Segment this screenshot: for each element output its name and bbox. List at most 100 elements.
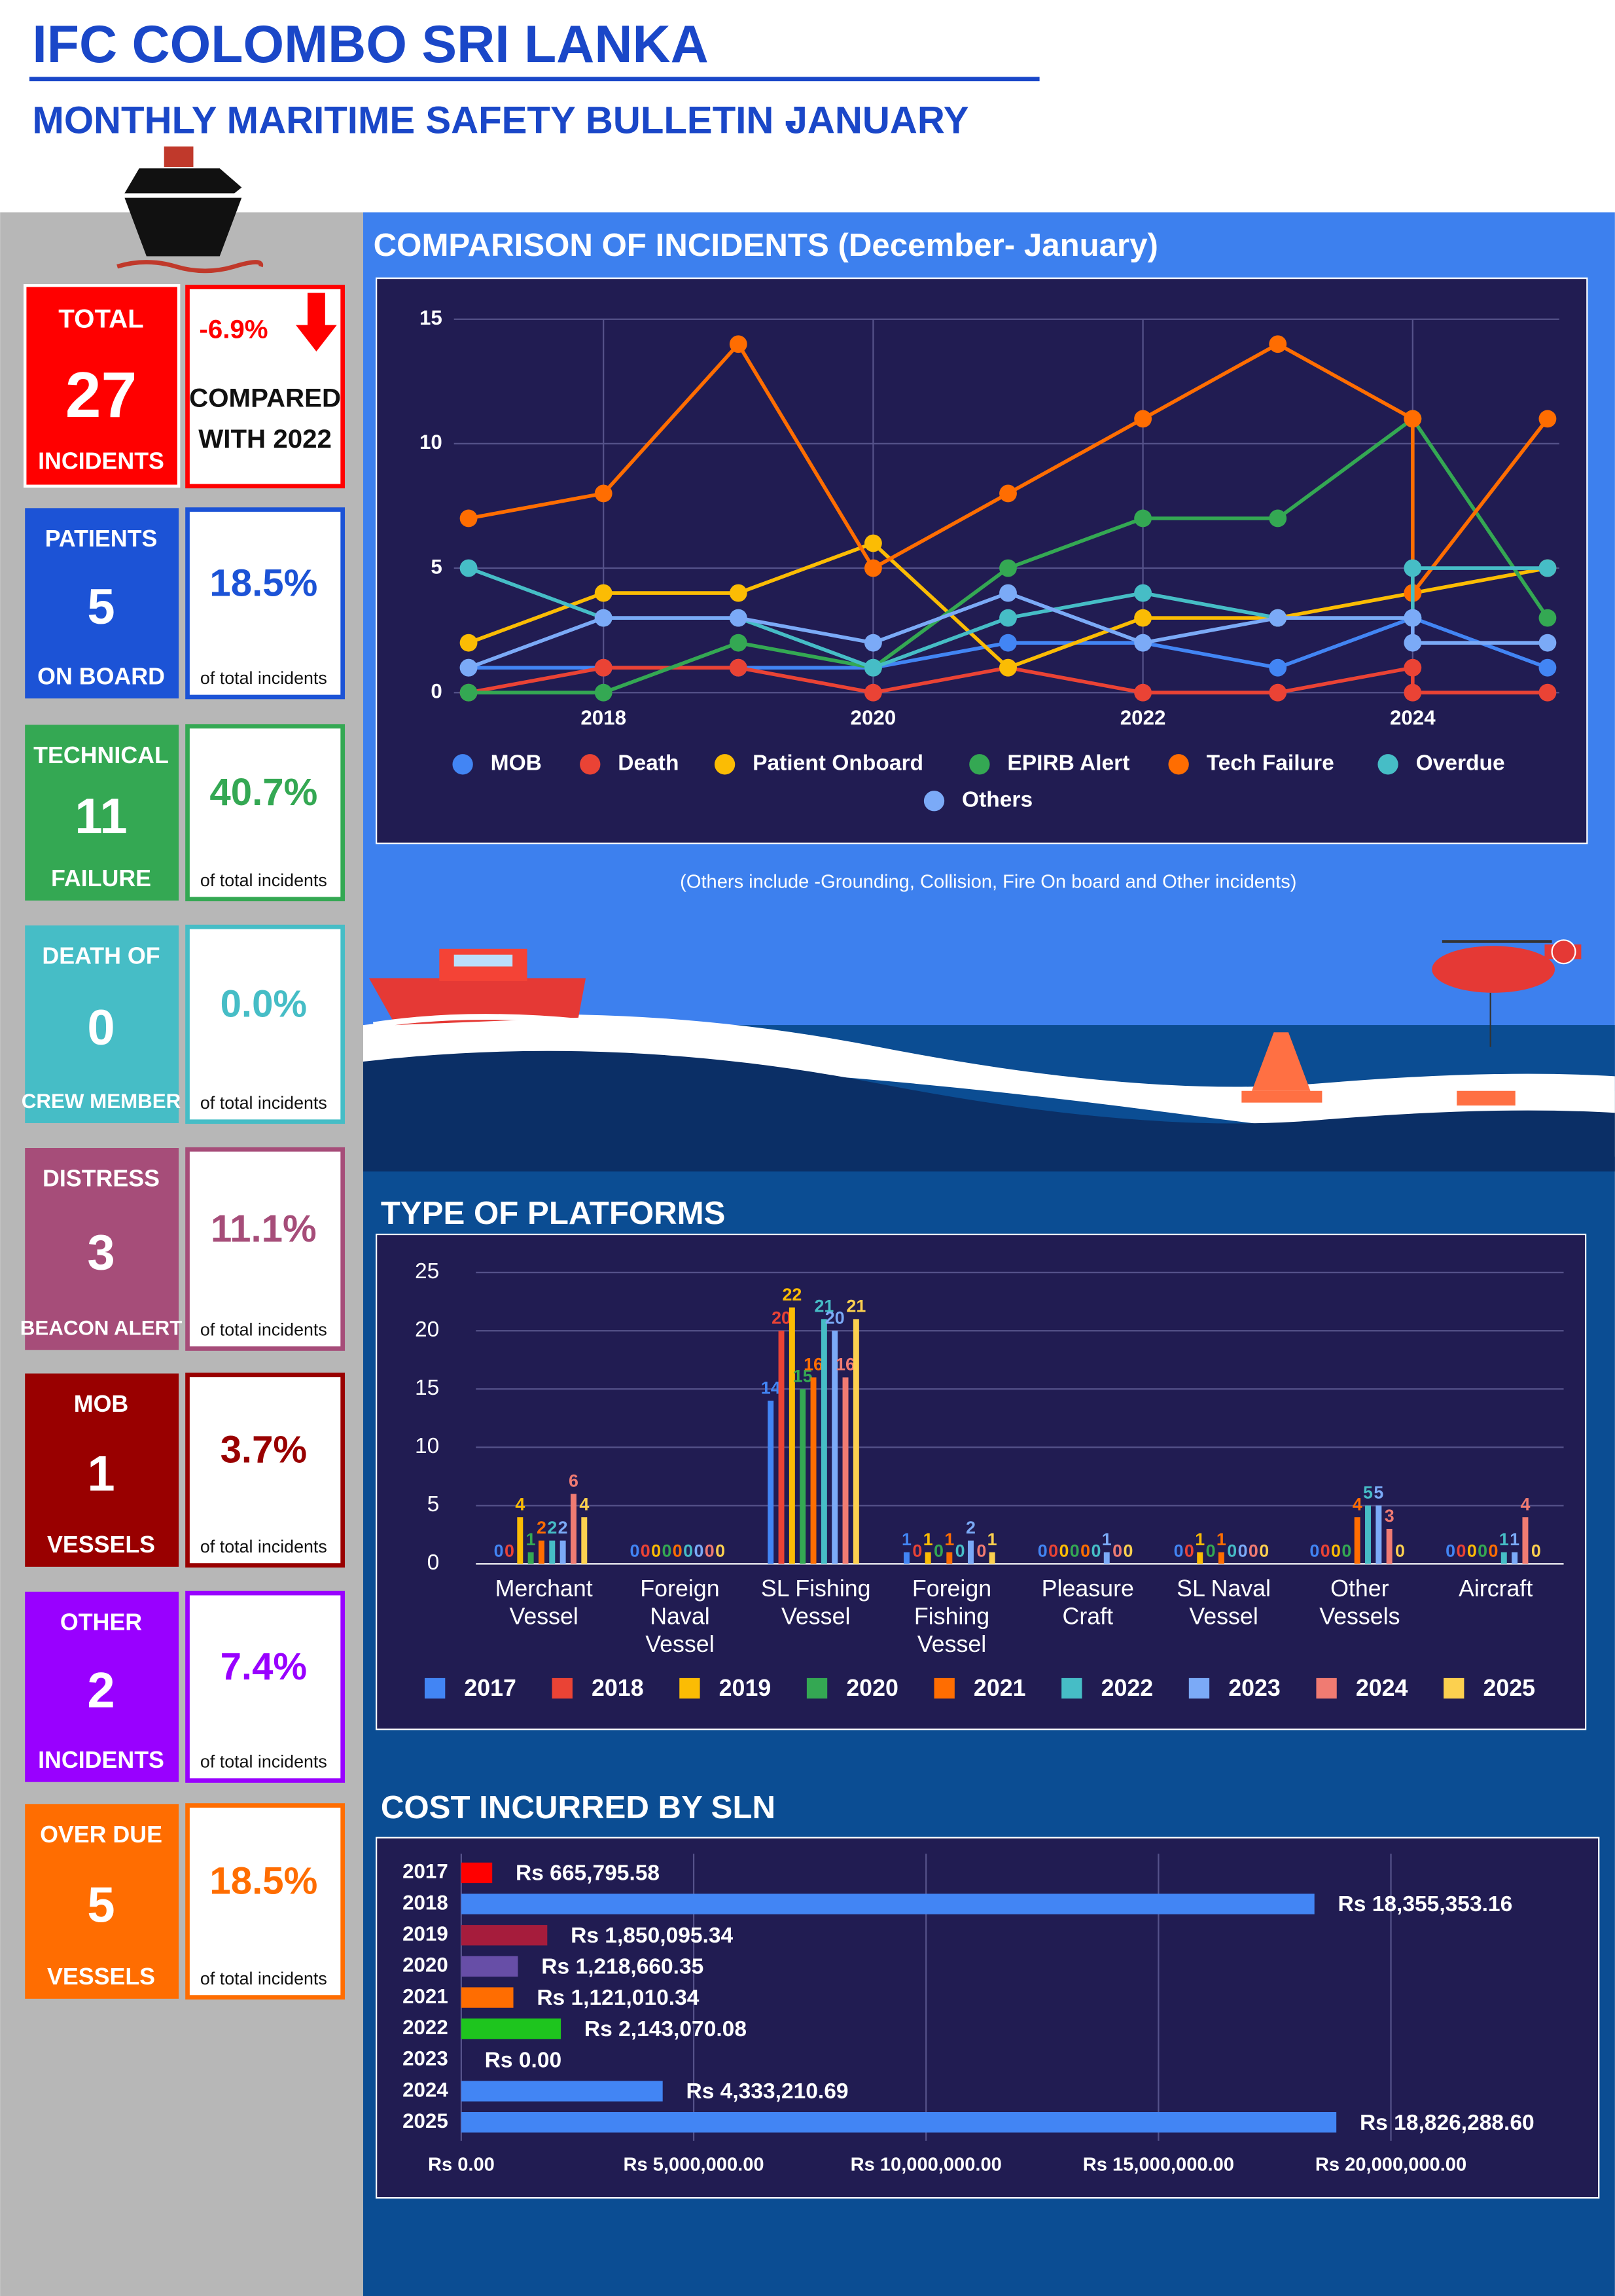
value-label: 0 xyxy=(1227,1541,1237,1561)
stat-card xyxy=(25,1591,179,1782)
card-note: of total incidents xyxy=(200,1320,327,1340)
y-tick-label: 2024 xyxy=(402,2078,448,2101)
card-top: PATIENTS xyxy=(45,526,158,552)
value-label: 0 xyxy=(1341,1541,1351,1561)
y-tick-label: 25 xyxy=(415,1259,439,1283)
legend-label: Death xyxy=(618,751,679,776)
y-tick-label: 2023 xyxy=(402,2047,448,2070)
x-tick-label: Vessel xyxy=(781,1604,850,1630)
card-top: DISTRESS xyxy=(43,1166,160,1192)
value-label: 0 xyxy=(1467,1541,1477,1561)
point xyxy=(1538,658,1557,677)
bar xyxy=(1354,1517,1360,1564)
value-label: 20 xyxy=(825,1308,845,1327)
y-tick-label: 2025 xyxy=(402,2109,448,2132)
y-tick-label: 2022 xyxy=(402,2016,448,2039)
value-label: 1 xyxy=(902,1530,912,1549)
card-percent: 40.7% xyxy=(209,771,317,814)
bar xyxy=(821,1319,827,1564)
value-label: 0 xyxy=(705,1541,715,1561)
value-label: 2 xyxy=(537,1518,546,1537)
legend-label: Overdue xyxy=(1416,751,1505,776)
legend-swatch xyxy=(714,754,736,775)
point xyxy=(594,609,612,627)
point xyxy=(729,609,747,627)
value-label: 0 xyxy=(494,1541,504,1561)
value-label: 0 xyxy=(1091,1541,1101,1561)
wave-dark xyxy=(363,1050,1615,1172)
line-chart-panel xyxy=(376,277,1588,844)
value-label: 0 xyxy=(1238,1541,1248,1561)
value-label: 0 xyxy=(641,1541,650,1561)
value-label: 0 xyxy=(955,1541,965,1561)
stat-card xyxy=(25,508,179,699)
point xyxy=(594,683,612,702)
value-label: 0 xyxy=(1478,1541,1487,1561)
stat-card xyxy=(25,925,179,1123)
value-label: 0 xyxy=(1395,1541,1405,1561)
subtitle: MONTHLY MARITIME SAFETY BULLETIN - xyxy=(32,99,797,141)
card-note: of total incidents xyxy=(200,1537,327,1556)
value-label: 1 xyxy=(923,1530,933,1549)
value-label: 0 xyxy=(1123,1541,1133,1561)
point xyxy=(1538,559,1557,577)
card-note: of total incidents xyxy=(200,1752,327,1772)
point xyxy=(729,634,747,652)
percent-card xyxy=(185,1590,346,1783)
legend-label: Others xyxy=(962,788,1033,812)
point xyxy=(594,658,612,677)
x-tick-label: Other xyxy=(1330,1575,1389,1602)
value-label: 0 xyxy=(1038,1541,1048,1561)
total-card xyxy=(23,284,181,488)
point xyxy=(729,584,747,602)
point xyxy=(999,658,1017,677)
x-tick-label: Craft xyxy=(1063,1604,1114,1630)
card-top: MOB xyxy=(74,1391,128,1417)
y-tick-label: 20 xyxy=(415,1318,439,1342)
value-label: 0 xyxy=(934,1541,944,1561)
y-tick-label: 2021 xyxy=(402,1984,448,2007)
value-label: 0 xyxy=(1080,1541,1090,1561)
value-label: Rs 665,795.58 xyxy=(516,1861,660,1886)
value-label: 1 xyxy=(1499,1530,1509,1549)
point xyxy=(1134,609,1152,627)
value-label: 0 xyxy=(1321,1541,1330,1561)
value-label: Rs 1,850,095.34 xyxy=(571,1924,733,1948)
bar xyxy=(1103,1552,1110,1564)
y-tick-label: 10 xyxy=(415,1434,439,1458)
value-label: 3 xyxy=(1385,1506,1394,1526)
value-label: 0 xyxy=(1331,1541,1341,1561)
value-label: 0 xyxy=(1249,1541,1258,1561)
compare-text: WITH 2022 xyxy=(198,424,332,454)
bar xyxy=(461,1893,1315,1914)
point xyxy=(459,634,478,652)
card-bottom: VESSELS xyxy=(47,1532,155,1558)
percent-card xyxy=(185,724,346,902)
bar xyxy=(1500,1552,1507,1564)
value-label: Rs 0.00 xyxy=(485,2048,562,2072)
down-arrow xyxy=(296,293,337,351)
value-label: 0 xyxy=(683,1541,693,1561)
value-label: Rs 2,143,070.08 xyxy=(584,2017,747,2041)
value-label: 0 xyxy=(1309,1541,1319,1561)
legend-swatch xyxy=(552,1677,573,1699)
series-line xyxy=(468,591,1548,670)
stat-card xyxy=(25,1373,179,1567)
x-tick-label: Vessel xyxy=(509,1604,578,1630)
value-label: Rs 1,121,010.34 xyxy=(537,1986,699,2010)
value-label: 0 xyxy=(673,1541,683,1561)
x-tick-label: Merchant xyxy=(495,1575,593,1602)
value-label: 0 xyxy=(1174,1541,1184,1561)
x-tick-label: Rs 20,000,000.00 xyxy=(1315,2155,1466,2176)
bar xyxy=(461,2081,663,2102)
point xyxy=(729,658,747,677)
value-label: 14 xyxy=(761,1378,781,1397)
percent-card xyxy=(185,507,346,700)
point xyxy=(1538,609,1557,627)
legend-label: EPIRB Alert xyxy=(1007,751,1129,776)
card-top: TECHNICAL xyxy=(33,742,169,768)
card-percent: 18.5% xyxy=(209,562,317,604)
legend-label: MOB xyxy=(491,751,542,776)
value-label: 2 xyxy=(547,1518,557,1537)
value-label: 16 xyxy=(804,1355,823,1374)
